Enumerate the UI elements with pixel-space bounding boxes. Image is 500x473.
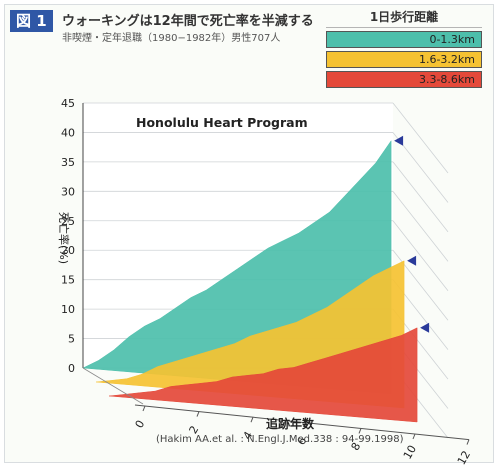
end-marker-series-0 <box>394 135 404 146</box>
legend-label-1: 1.6-3.2km <box>418 53 475 66</box>
gridline-depth-25 <box>392 220 449 292</box>
y-tick-label-30: 30 <box>61 185 75 198</box>
gridline-depth-45 <box>392 102 449 174</box>
y-tick-label-5: 5 <box>68 333 75 346</box>
x-tick-label-12: 12 <box>455 449 473 468</box>
gridline-depth-30 <box>392 191 449 262</box>
x-tick-4 <box>250 417 254 423</box>
y-tick-label-45: 45 <box>61 97 75 110</box>
x-tick-6 <box>304 422 308 428</box>
chart-title: Honolulu Heart Program <box>136 115 308 130</box>
y-tick-label-40: 40 <box>61 126 75 139</box>
depth-axis <box>82 367 144 405</box>
y-axis-label: 死亡率(%) <box>57 212 71 264</box>
end-marker-series-2 <box>420 322 430 333</box>
legend-item-2: 3.3-8.6km <box>326 71 482 88</box>
figure-subtitle: 非喫煙・定年退職（1980−1982年）男性707人 <box>62 33 281 44</box>
y-tick-label-25: 25 <box>61 215 75 228</box>
legend-item-1: 1.6-3.2km <box>326 51 482 68</box>
y-tick-label-15: 15 <box>61 274 75 287</box>
figure-label: 図 1 <box>10 10 53 32</box>
x-tick-10 <box>412 433 416 440</box>
y-tick-label-35: 35 <box>61 156 75 169</box>
x-axis <box>134 404 470 441</box>
y-tick-label-20: 20 <box>61 244 75 257</box>
legend: 1日歩行距離 0-1.3km 1.6-3.2km 3.3-8.6km <box>326 8 482 88</box>
legend-title: 1日歩行距離 <box>326 8 482 28</box>
x-tick-8 <box>358 428 362 434</box>
gridline-depth-35 <box>392 161 449 233</box>
y-tick-label-0: 0 <box>68 362 75 375</box>
legend-label-2: 3.3-8.6km <box>418 73 475 86</box>
legend-label-0: 0-1.3km <box>429 33 475 46</box>
citation: (Hakim AA.et al. : N.Engl.J.Med.338 : 94… <box>156 434 404 445</box>
legend-item-0: 0-1.3km <box>326 31 482 48</box>
figure-title: ウォーキングは12年間で死亡率を半減する <box>62 14 314 29</box>
area-series-2 <box>108 327 418 423</box>
x-tick-label-0: 0 <box>133 418 148 431</box>
x-tick-label-10: 10 <box>401 443 419 462</box>
axes-layer <box>82 103 470 445</box>
x-tick-2 <box>196 411 200 417</box>
x-tick-12 <box>466 439 470 445</box>
area-layer <box>82 135 430 423</box>
y-tick-label-10: 10 <box>61 303 75 316</box>
end-marker-series-1 <box>407 255 417 266</box>
x-axis-label: 追跡年数 <box>266 416 315 431</box>
x-tick-0 <box>142 405 146 412</box>
